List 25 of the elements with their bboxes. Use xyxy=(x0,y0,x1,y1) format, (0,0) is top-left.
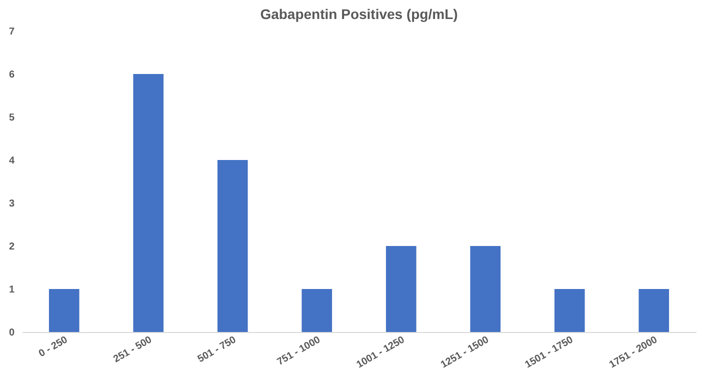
chart-title: Gabapentin Positives (pg/mL) xyxy=(260,6,458,22)
bar xyxy=(638,289,670,332)
y-tick-label: 5 xyxy=(8,112,15,124)
y-tick-label: 0 xyxy=(8,328,15,338)
x-tick-label: 1251 - 1500 xyxy=(439,334,492,371)
x-tick-label: 501 - 750 xyxy=(196,334,238,366)
bar xyxy=(48,289,80,332)
x-tick-label: 0 - 250 xyxy=(37,334,70,360)
x-tick-label: 1751 - 2000 xyxy=(608,334,660,371)
y-tick-label: 3 xyxy=(8,198,15,210)
y-tick-label: 1 xyxy=(8,284,15,296)
x-tick-label: 251 - 500 xyxy=(112,334,154,366)
bar xyxy=(554,289,585,332)
y-tick-label: 4 xyxy=(8,156,15,166)
bar xyxy=(386,246,416,332)
bar xyxy=(133,74,164,332)
x-tick-label: 751 - 1000 xyxy=(275,334,323,368)
y-tick-label: 7 xyxy=(8,26,15,38)
y-tick-label: 6 xyxy=(8,70,15,80)
y-tick-label: 2 xyxy=(8,242,15,252)
bar xyxy=(470,246,501,332)
bar xyxy=(217,160,248,332)
x-tick-label: 1001 - 1250 xyxy=(354,334,407,371)
x-tick-label: 1501 - 1750 xyxy=(523,334,576,371)
bar xyxy=(302,289,332,332)
